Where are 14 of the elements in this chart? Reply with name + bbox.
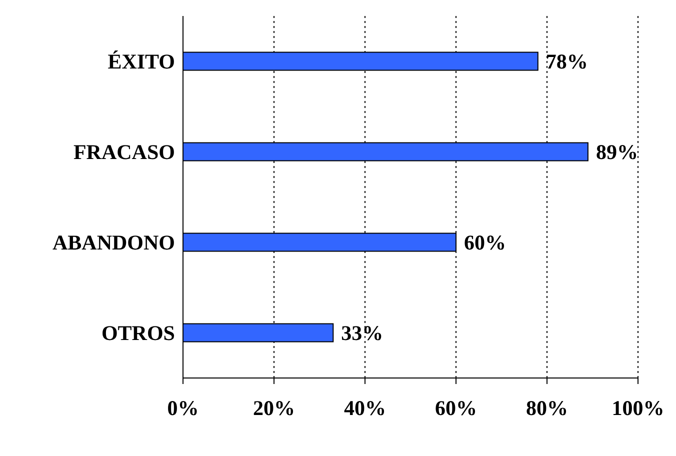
data-label: 78% — [546, 50, 588, 74]
x-tick-label: 40% — [344, 396, 386, 420]
y-tick-label: ABANDONO — [52, 230, 175, 255]
x-tick-label: 60% — [435, 396, 477, 420]
data-label: 89% — [596, 140, 638, 164]
x-tick-label: 0% — [167, 396, 199, 420]
y-tick-label: OTROS — [101, 321, 175, 346]
x-tick-label: 100% — [612, 396, 664, 420]
y-tick-label: FRACASO — [73, 140, 175, 164]
data-label: 60% — [464, 230, 506, 255]
y-tick-label: ÉXITO — [108, 50, 175, 74]
x-tick-label: 80% — [526, 396, 568, 420]
x-tick-label: 20% — [253, 396, 295, 420]
data-label: 33% — [341, 321, 384, 346]
